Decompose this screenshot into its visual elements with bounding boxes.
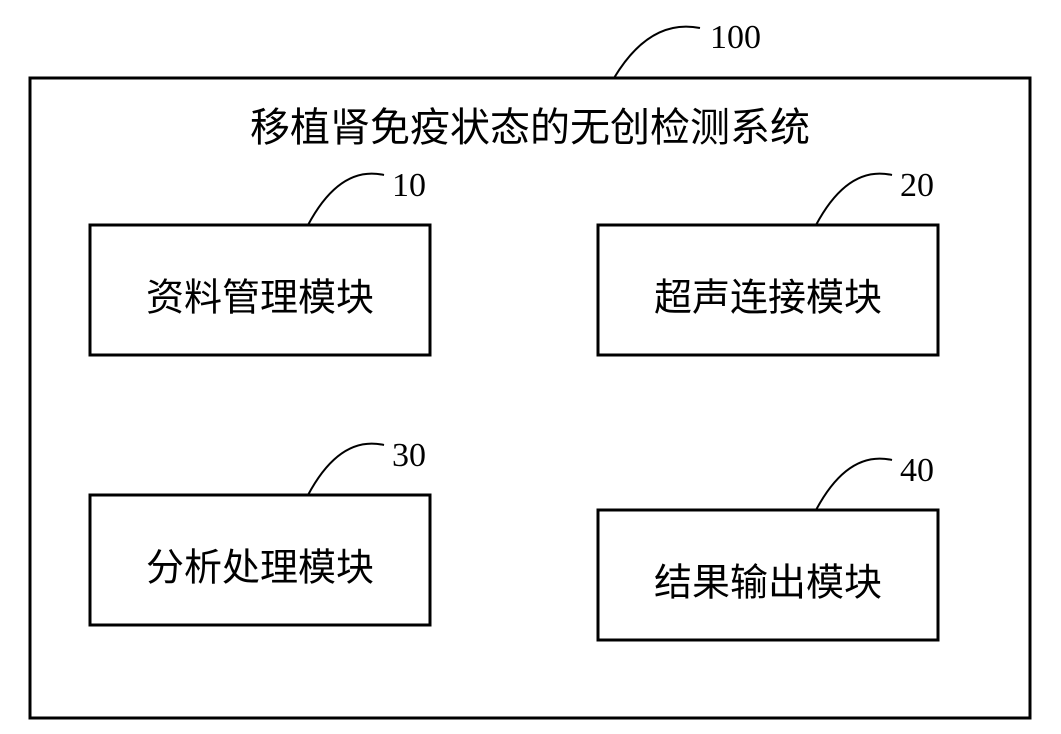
analysis-processing-module: 分析处理模块 30 <box>90 437 430 625</box>
data-management-module-label: 资料管理模块 <box>146 278 374 320</box>
system-ref-number: 100 <box>710 19 761 56</box>
data-management-module-ref-number: 10 <box>392 167 426 204</box>
system-ref-leader <box>614 27 700 78</box>
system-title: 移植肾免疫状态的无创检测系统 <box>250 105 810 150</box>
result-output-module-ref-leader <box>816 459 892 510</box>
result-output-module: 结果输出模块 40 <box>598 452 938 640</box>
data-management-module: 资料管理模块 10 <box>90 167 430 355</box>
result-output-module-label: 结果输出模块 <box>654 563 882 605</box>
system-container: 移植肾免疫状态的无创检测系统 100 <box>30 19 1030 718</box>
analysis-processing-module-ref-leader <box>308 444 384 495</box>
ultrasound-connection-module-ref-number: 20 <box>900 167 934 204</box>
analysis-processing-module-label: 分析处理模块 <box>146 548 374 590</box>
result-output-module-ref-number: 40 <box>900 452 934 489</box>
data-management-module-ref-leader <box>308 174 384 225</box>
ultrasound-connection-module-ref-leader <box>816 174 892 225</box>
ultrasound-connection-module-label: 超声连接模块 <box>654 278 882 320</box>
ultrasound-connection-module: 超声连接模块 20 <box>598 167 938 355</box>
analysis-processing-module-ref-number: 30 <box>392 437 426 474</box>
